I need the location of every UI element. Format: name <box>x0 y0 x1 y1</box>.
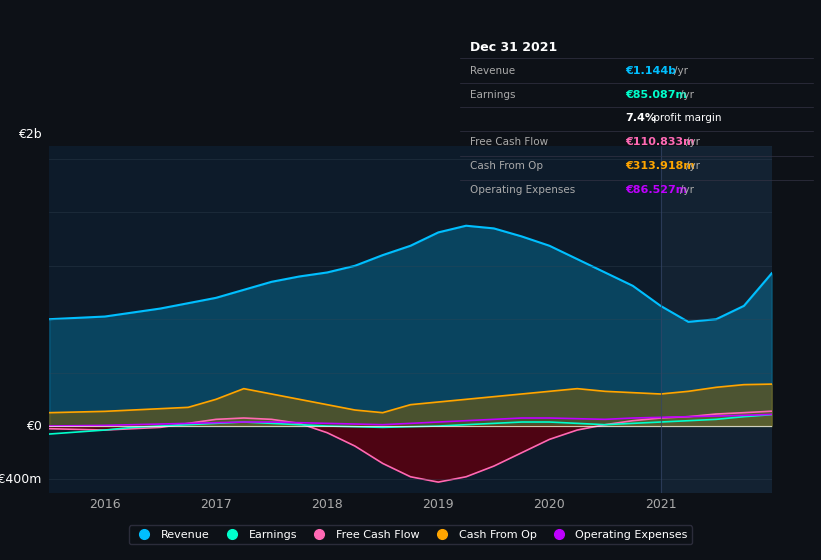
Bar <box>661 146 772 493</box>
Text: /yr: /yr <box>680 91 694 100</box>
Text: €0: €0 <box>26 419 42 432</box>
Text: Revenue: Revenue <box>470 66 516 76</box>
Text: profit margin: profit margin <box>649 113 721 123</box>
Text: /yr: /yr <box>686 161 699 171</box>
Text: Free Cash Flow: Free Cash Flow <box>470 137 548 147</box>
Text: €1.144b: €1.144b <box>626 66 681 76</box>
Text: €85.087m: €85.087m <box>626 91 691 100</box>
Text: €110.833m: €110.833m <box>626 137 699 147</box>
Legend: Revenue, Earnings, Free Cash Flow, Cash From Op, Operating Expenses: Revenue, Earnings, Free Cash Flow, Cash … <box>129 525 692 544</box>
Text: /yr: /yr <box>686 137 699 147</box>
Text: €2b: €2b <box>18 128 42 141</box>
Text: Operating Expenses: Operating Expenses <box>470 185 576 195</box>
Text: €86.527m: €86.527m <box>626 185 692 195</box>
Text: Earnings: Earnings <box>470 91 516 100</box>
Text: -€400m: -€400m <box>0 473 42 486</box>
Text: 7.4%: 7.4% <box>626 113 657 123</box>
Text: Cash From Op: Cash From Op <box>470 161 544 171</box>
Text: Dec 31 2021: Dec 31 2021 <box>470 41 557 54</box>
Text: €313.918m: €313.918m <box>626 161 699 171</box>
Text: /yr: /yr <box>674 66 688 76</box>
Text: /yr: /yr <box>680 185 694 195</box>
